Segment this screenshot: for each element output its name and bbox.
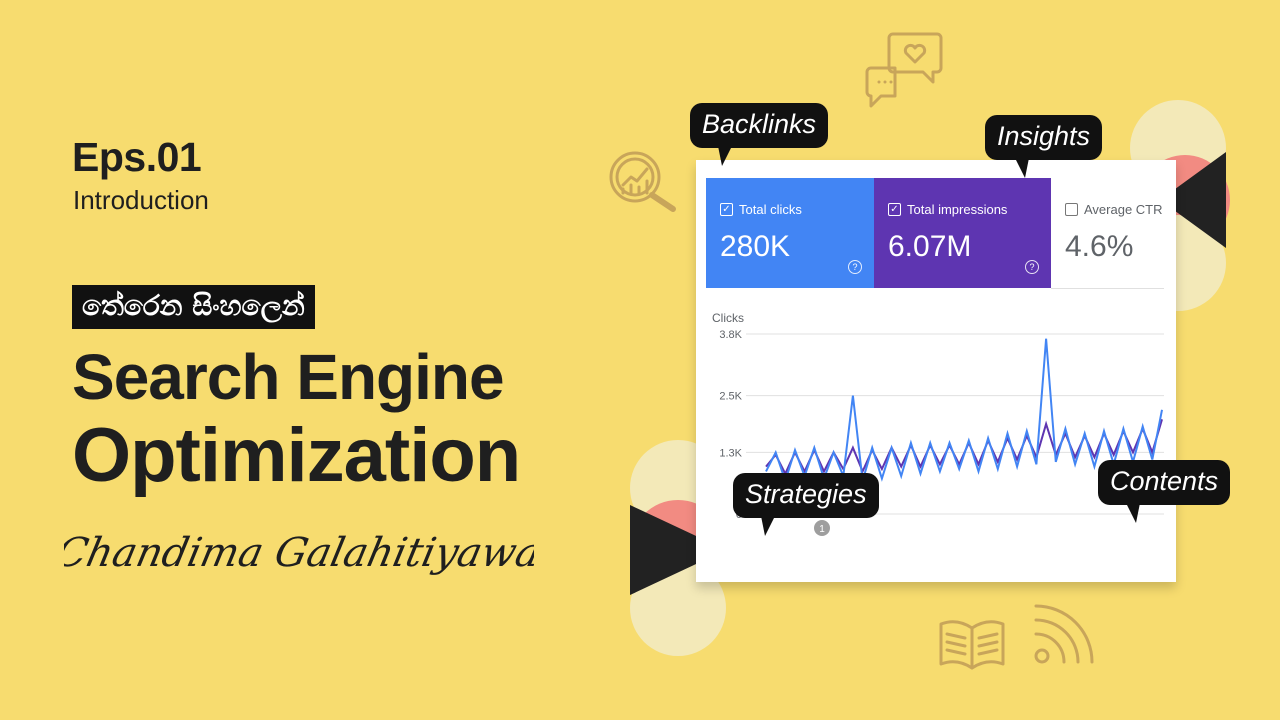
metric-value: 6.07M [888,230,972,263]
metric-total-clicks[interactable]: ✓ Total clicks 280K ? [706,178,874,288]
checkbox-unchecked-icon[interactable] [1065,203,1078,216]
title-line-1: Search Engine [72,341,505,413]
bubble-text: Strategies [745,479,867,509]
metric-total-impressions[interactable]: ✓ Total impressions 6.07M ? [874,178,1051,288]
rss-icon [1034,604,1094,664]
bubble-text: Backlinks [702,109,817,139]
checkbox-checked-icon[interactable]: ✓ [720,203,733,216]
bubble-backlinks: Backlinks [690,103,829,166]
chart-y-title: Clicks [712,311,744,325]
bubble-strategies: Strategies [733,473,879,536]
sinhala-tagline: තේරෙන සිංහලෙන් [72,285,315,329]
book-icon [939,620,1005,670]
metric-average-ctr[interactable]: Average CTR 4.6% [1051,178,1164,289]
help-icon[interactable]: ? [848,260,862,274]
author-name: Chandima Galahitiyawa [64,528,534,575]
help-icon[interactable]: ? [1025,260,1039,274]
y-tick-label: 1.3K [719,447,742,459]
chat-heart-icon [865,32,943,108]
metric-value: 280K [720,230,791,263]
checkbox-checked-icon[interactable]: ✓ [888,203,901,216]
svg-text:1: 1 [819,524,825,535]
metric-label: Total clicks [739,202,802,217]
annotation-marker[interactable]: 1 [814,520,830,536]
title-line-2: Optimization [72,413,521,498]
author-signature: Chandima Galahitiyawa [64,528,534,575]
metric-label: Total impressions [907,202,1008,217]
episode-subtitle: Introduction [73,185,209,215]
y-tick-label: 3.8K [719,329,742,341]
bubble-text: Contents [1110,466,1219,496]
series-line-clicks [765,338,1163,485]
bubble-text: Insights [997,121,1091,151]
magnifier-chart-icon [609,151,676,212]
metric-label: Average CTR [1084,202,1163,217]
y-tick-label: 2.5K [719,391,742,403]
bubble-contents: Contents [1098,460,1231,523]
bubble-insights: Insights [985,115,1103,178]
episode-label: Eps.01 [72,134,202,180]
metric-value: 4.6% [1065,230,1134,263]
